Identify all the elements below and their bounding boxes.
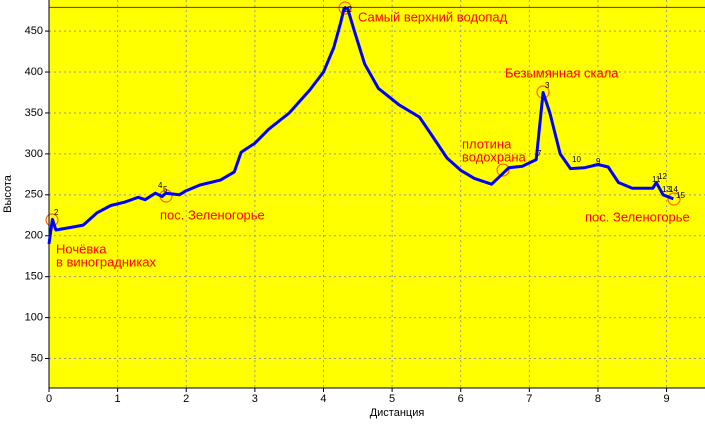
waypoint-label: 5	[163, 185, 168, 194]
waypoint-label: 13	[662, 185, 671, 194]
x-tick-label: 8	[595, 393, 601, 405]
x-tick-label: 1	[115, 393, 121, 405]
annotation: пос. Зеленогорье	[585, 209, 690, 224]
waypoint-label: 4	[158, 181, 163, 190]
annotation: Безымянная скала	[505, 65, 619, 80]
waypoint-label: 11	[652, 175, 661, 184]
waypoint-label: 9	[596, 157, 601, 166]
y-tick-label: 250	[25, 189, 43, 201]
y-tick-label: 350	[25, 107, 43, 119]
x-tick-label: 7	[526, 393, 532, 405]
y-tick-label: 100	[25, 312, 43, 324]
waypoint-label: 3	[545, 81, 550, 90]
marker	[338, 1, 352, 15]
annotation: Самый верхний водопад	[358, 9, 508, 24]
x-tick-label: 4	[320, 393, 326, 405]
y-tick-label: 450	[25, 25, 43, 37]
elevation-line	[47, 6, 674, 245]
waypoint-label: 14	[669, 185, 678, 194]
annotation: в виноградниках	[56, 254, 157, 269]
x-tick-label: 5	[389, 393, 395, 405]
x-tick-label: 3	[252, 393, 258, 405]
annotation: Ночёвка	[56, 241, 107, 256]
y-tick-label: 200	[25, 230, 43, 242]
waypoint-label: 12	[658, 172, 667, 181]
y-tick-label: 50	[31, 352, 43, 364]
x-tick-label: 2	[183, 393, 189, 405]
waypoint-label: 12	[343, 5, 352, 14]
marker	[496, 163, 510, 177]
plot-area	[49, 0, 705, 388]
waypoint-label: 10	[572, 155, 581, 164]
marker	[667, 192, 681, 206]
waypoint-label: 7	[537, 149, 542, 158]
y-tick-label: 150	[25, 271, 43, 283]
y-axis-label: Высота	[2, 174, 14, 213]
x-tick-label: 0	[46, 393, 52, 405]
x-tick-label: 6	[458, 393, 464, 405]
x-tick-label: 9	[664, 393, 670, 405]
x-axis-label: Дистанция	[370, 407, 425, 419]
annotation: плотина	[462, 136, 512, 151]
waypoint-label: 15	[676, 191, 685, 200]
annotation: водохрана	[462, 149, 527, 164]
waypoint-label: 2	[54, 208, 59, 217]
annotation: пос. Зеленогорье	[160, 207, 265, 222]
y-tick-label: 300	[25, 148, 43, 160]
y-tick-label: 400	[25, 66, 43, 78]
